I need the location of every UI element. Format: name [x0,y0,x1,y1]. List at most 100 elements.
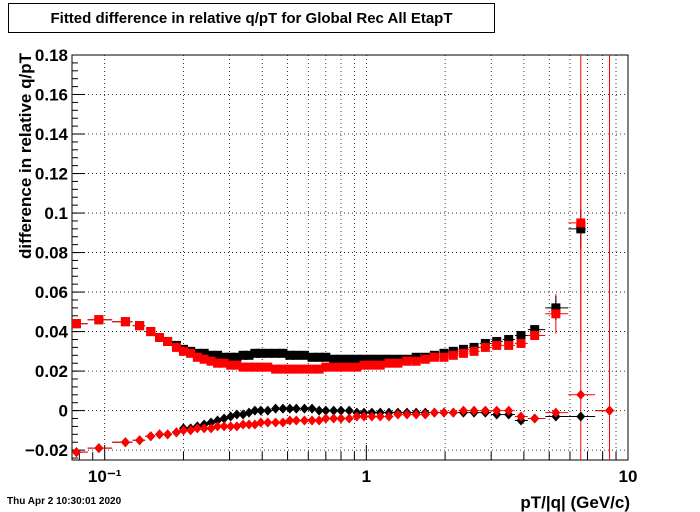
data-point-diamond [238,419,248,430]
data-point-diamond [178,425,188,436]
data-point-diamond [94,443,104,454]
data-point-square [375,360,385,370]
data-point-diamond [163,429,173,440]
data-point-square [551,303,561,313]
data-point-diamond [492,405,502,416]
y-tick-label: 0.16 [35,86,68,105]
data-point-diamond [299,415,309,426]
data-point-diamond [271,417,281,428]
data-point-square [321,362,331,372]
data-point-diamond [186,425,196,436]
data-point-square [244,350,254,360]
data-point-diamond [146,431,156,442]
data-point-diamond [411,409,421,420]
data-point-diamond [299,403,309,414]
data-point-square [146,327,156,337]
data-point-diamond [307,403,317,414]
data-point-diamond [256,417,266,428]
x-axis-label: pT/|q| (GeV/c) [520,493,630,512]
y-tick-label: 0.06 [35,283,68,302]
data-point-diamond [219,421,229,432]
data-point-square [314,352,324,362]
data-point-diamond [321,413,331,424]
data-point-square [367,360,377,370]
data-point-square [299,364,309,374]
data-point-diamond [250,405,260,416]
data-point-diamond [120,437,130,448]
data-point-diamond [314,405,324,416]
data-point-diamond [291,403,301,414]
data-point-square [232,360,242,370]
data-point-square [155,333,165,343]
data-point-square [307,364,317,374]
data-point-diamond [336,413,346,424]
data-point-square [469,346,479,356]
y-tick-label: 0 [59,402,68,421]
data-point-square [285,364,295,374]
data-point-square [271,348,281,358]
data-point-diamond [307,415,317,426]
data-point-square [344,354,354,364]
data-point-square [213,358,223,368]
data-point-diamond [458,405,468,416]
data-point-square [256,362,266,372]
data-point-square [352,362,362,372]
data-point-square [429,352,439,362]
data-point-square [163,336,173,346]
data-point-diamond [256,405,266,416]
data-point-square [285,350,295,360]
data-point-diamond [530,413,540,424]
data-point-diamond [232,409,242,420]
data-point-square [199,354,209,364]
data-point-diamond [359,411,369,422]
data-point-diamond [250,419,260,430]
x-tick-label: 10⁻¹ [88,467,122,486]
data-point-square [516,331,526,341]
data-point-square [352,354,362,364]
data-point-square [206,356,216,366]
data-point-diamond [402,409,412,420]
data-point-diamond [278,403,288,414]
y-axis-label: difference in relative q/pT [16,52,35,259]
data-point-diamond [576,389,586,400]
data-point-diamond [206,423,216,434]
x-tick-label: 1 [362,467,371,486]
data-point-diamond [367,411,377,422]
data-point-diamond [263,417,273,428]
data-point-square [458,348,468,358]
data-point-square [393,358,403,368]
data-point-diamond [226,421,236,432]
data-point-square [516,338,526,348]
data-point-square [367,354,377,364]
data-point-square [271,364,281,374]
data-point-diamond [448,407,458,418]
data-point-square [375,354,385,364]
y-tick-label: 0.14 [35,125,69,144]
data-point-diamond [429,407,439,418]
data-point-square [299,350,309,360]
data-point-square [420,354,430,364]
data-point-square [576,224,586,234]
data-point-square [226,360,236,370]
data-point-square [244,362,254,372]
data-point-diamond [375,411,385,422]
data-point-diamond [393,409,403,420]
data-point-square [206,350,216,360]
data-point-square [94,315,104,325]
data-point-square [71,319,81,329]
data-point-diamond [480,405,490,416]
y-tick-label: 0.1 [44,204,68,223]
data-point-square [291,364,301,374]
data-point-square [504,334,514,344]
data-point-diamond [605,405,615,416]
data-point-diamond [219,413,229,424]
x-tick-label: 10 [619,467,638,486]
data-point-diamond [278,417,288,428]
data-point-diamond [171,427,181,438]
data-point-diamond [516,411,526,422]
data-point-square [344,362,354,372]
data-point-diamond [551,407,561,418]
data-point-square [359,360,369,370]
y-tick-label: 0.04 [35,323,69,342]
